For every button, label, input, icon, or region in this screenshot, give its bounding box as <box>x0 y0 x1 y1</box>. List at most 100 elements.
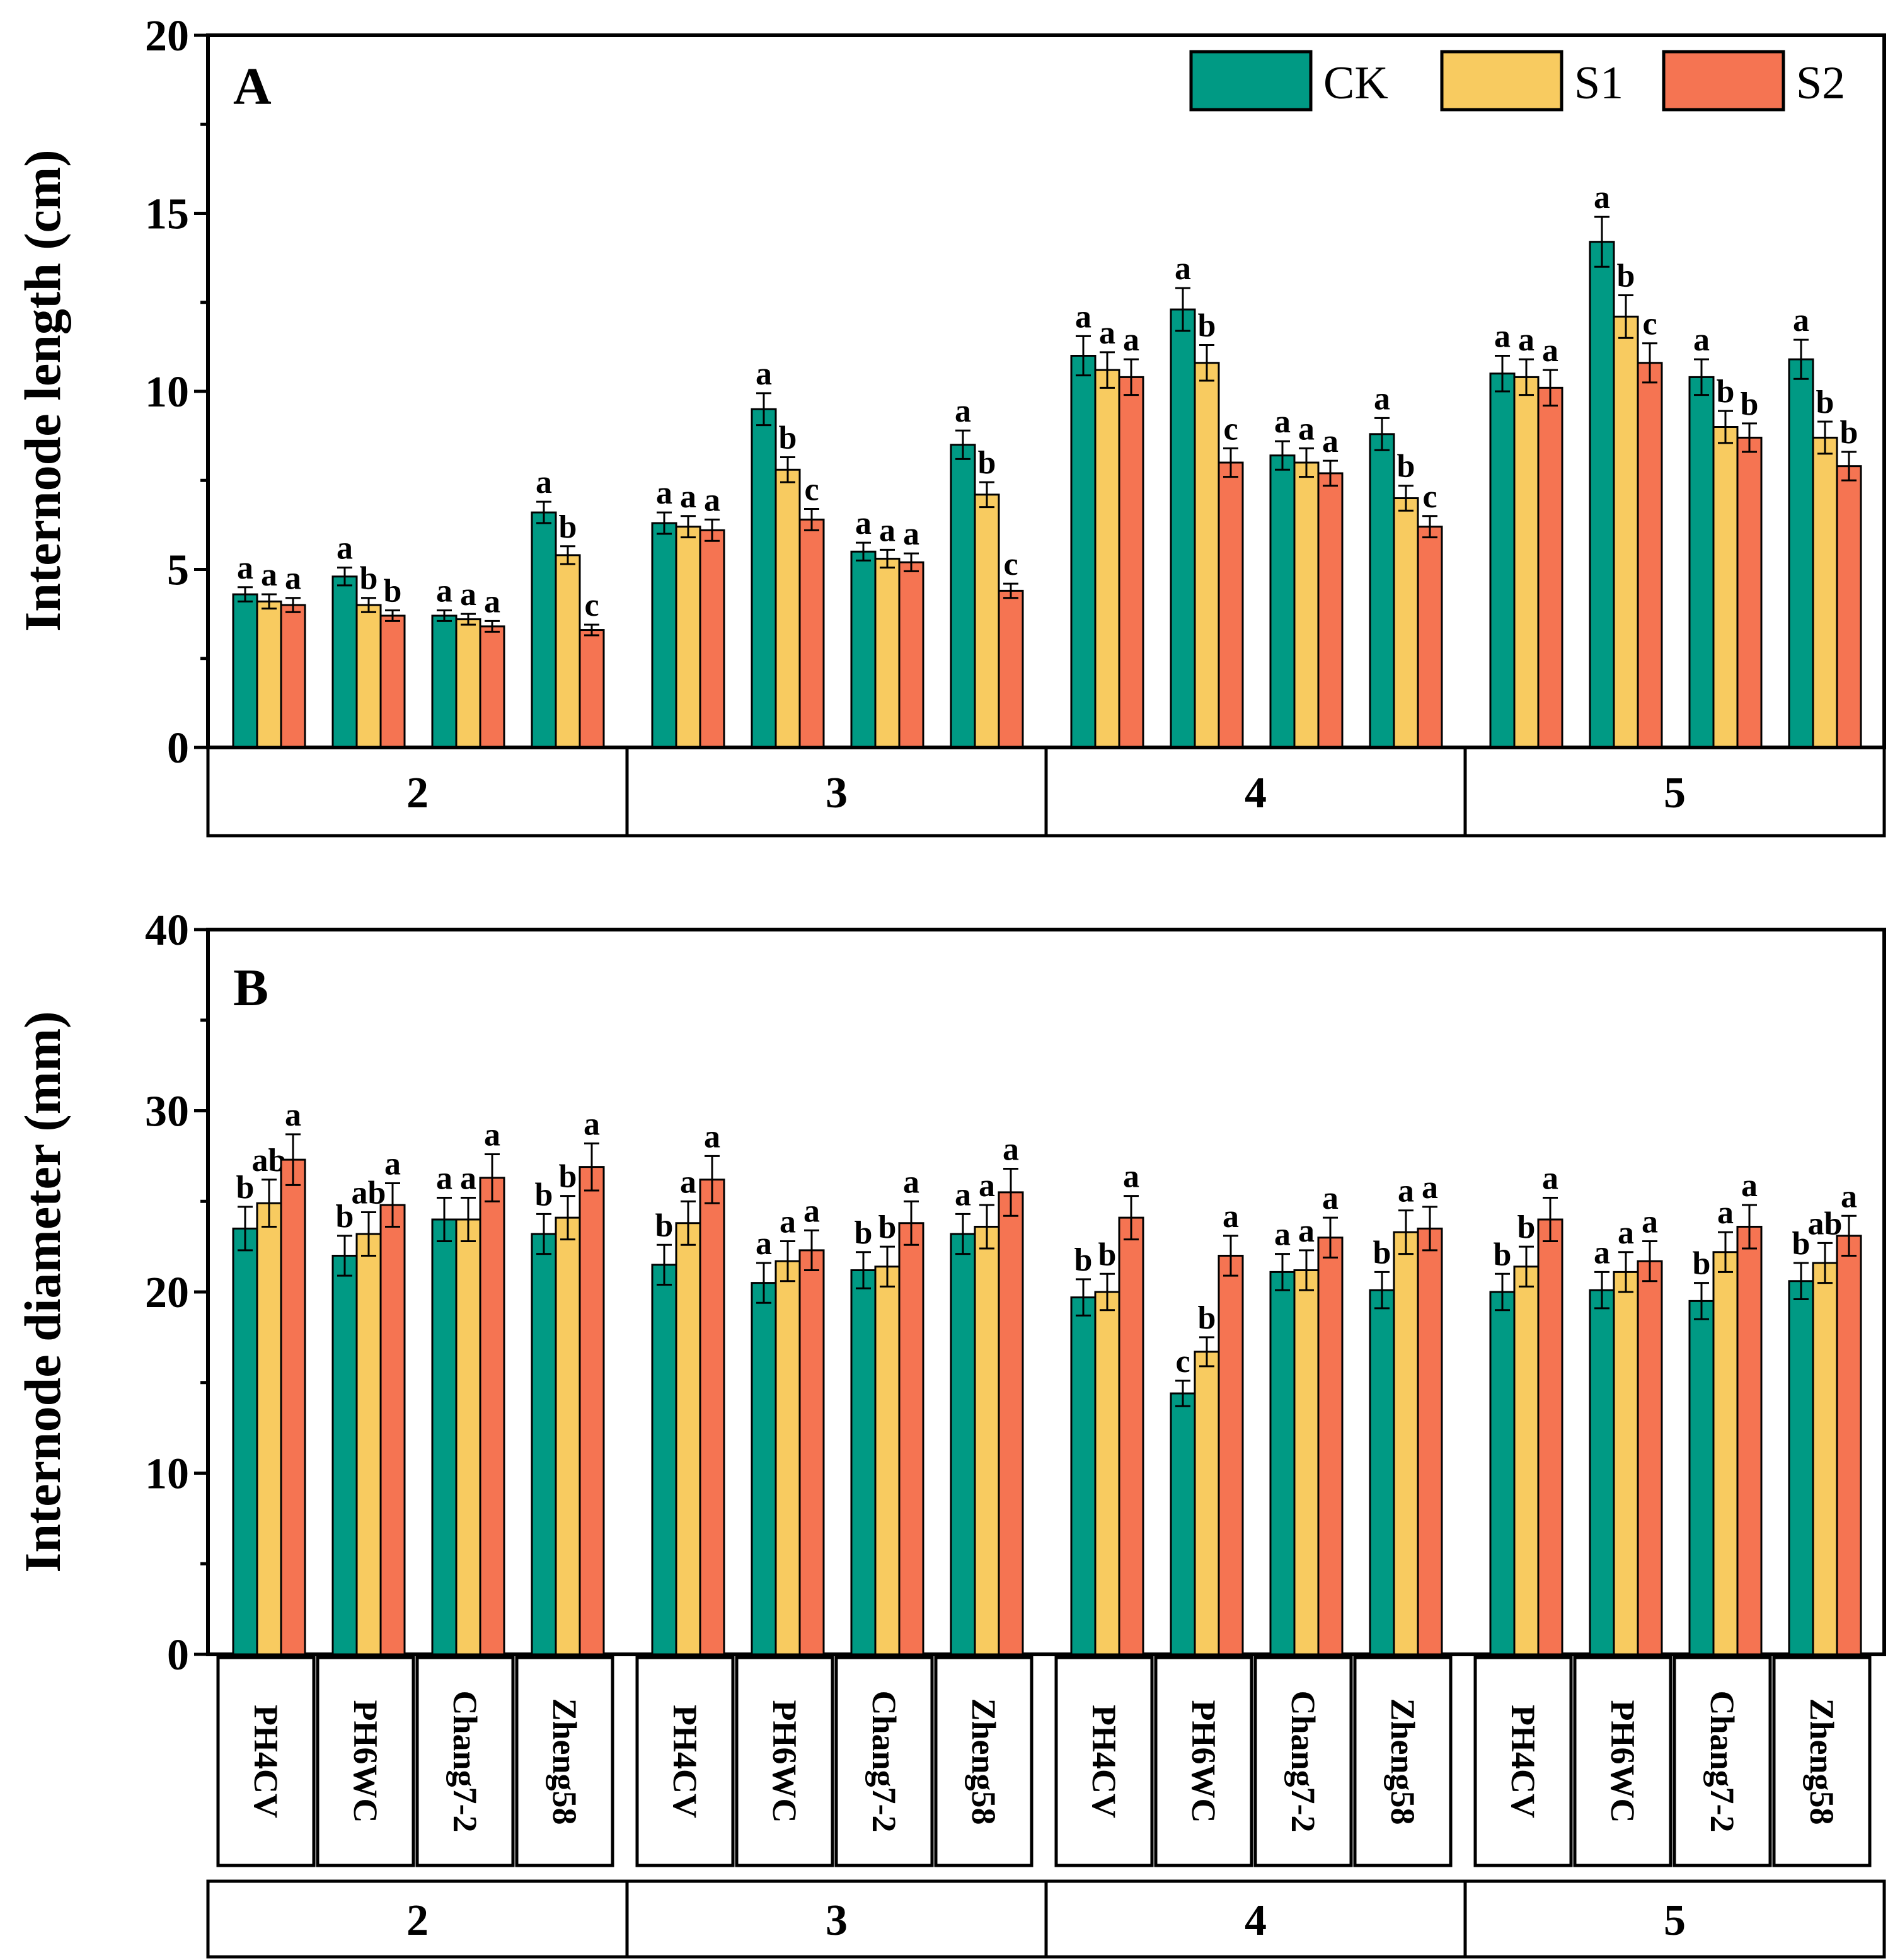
bar-s1-2-ph4cv <box>256 600 282 749</box>
significance-letter: a <box>955 1177 971 1213</box>
cultivar-label: PH4CV <box>1504 1705 1542 1818</box>
significance-letter: a <box>1274 1217 1291 1253</box>
group-label: 2 <box>406 1896 429 1945</box>
significance-letter: a <box>1642 1204 1658 1240</box>
significance-letter: b <box>779 420 797 456</box>
bar-s1-5-chang7-2 <box>1712 426 1739 749</box>
cultivar-box <box>415 1656 515 1867</box>
cultivar-label: Chang7-2 <box>1703 1690 1741 1832</box>
cultivar-box <box>1154 1656 1253 1867</box>
significance-letter: b <box>336 1199 354 1235</box>
cultivar-label: Zheng58 <box>1384 1698 1422 1825</box>
bar-ck-2-ph6wc <box>331 1255 358 1656</box>
legend-label-s2: S2 <box>1796 57 1845 109</box>
significance-letter: c <box>1003 546 1018 582</box>
legend-label-s1: S1 <box>1574 57 1623 109</box>
significance-letter: a <box>460 577 476 613</box>
bar-s2-4-zheng58 <box>1417 526 1443 749</box>
significance-letter: a <box>1322 424 1339 459</box>
bar-ck-3-zheng58 <box>950 444 976 749</box>
cultivar-box <box>1054 1656 1154 1867</box>
bar-ck-2-zheng58 <box>531 1233 557 1656</box>
group-label: 3 <box>826 1896 848 1945</box>
bar-ck-5-ph4cv <box>1489 1291 1516 1656</box>
cultivar-label: Chang7-2 <box>865 1690 903 1832</box>
group-label: 3 <box>826 769 848 817</box>
significance-letter: a <box>680 479 696 515</box>
significance-letter: b <box>1816 384 1834 420</box>
cultivar-label: PH6WC <box>1185 1700 1223 1823</box>
bar-s1-5-ph4cv <box>1513 1265 1540 1656</box>
significance-letter: a <box>237 550 253 586</box>
bar-s1-5-zheng58 <box>1812 1262 1838 1656</box>
cultivar-label: PH4CV <box>247 1705 285 1818</box>
significance-letter: a <box>1223 1199 1239 1235</box>
bar-s2-5-zheng58 <box>1836 1235 1862 1656</box>
cultivar-label: Zheng58 <box>965 1698 1003 1825</box>
significance-letter: b <box>1198 308 1216 344</box>
cultivar-label: Chang7-2 <box>1284 1690 1322 1832</box>
significance-letter: a <box>1618 1215 1634 1251</box>
bar-s1-2-chang7-2 <box>455 1218 481 1656</box>
bar-s1-3-ph4cv <box>675 526 701 749</box>
legend-swatch-ck <box>1189 50 1313 112</box>
significance-letter: a <box>1518 322 1534 358</box>
significance-letter: a <box>1693 322 1710 358</box>
bar-s2-3-zheng58 <box>998 1191 1024 1656</box>
significance-letter: a <box>1175 251 1191 287</box>
significance-letter: b <box>384 573 402 609</box>
bar-s2-5-ph6wc <box>1637 362 1663 749</box>
significance-letter: a <box>436 573 452 609</box>
cultivar-box <box>216 1656 316 1867</box>
significance-letter: a <box>680 1164 696 1200</box>
significance-letter: b <box>1397 449 1415 485</box>
bar-s2-2-chang7-2 <box>479 625 505 749</box>
bar-s2-4-ph6wc <box>1218 461 1244 749</box>
cultivar-box <box>635 1656 735 1867</box>
bar-s2-5-ph4cv <box>1537 1218 1563 1656</box>
cultivar-label: PH4CV <box>666 1705 704 1818</box>
significance-letter: a <box>1594 180 1610 216</box>
y-tick-label: 15 <box>145 190 189 239</box>
significance-letter: a <box>436 1161 452 1197</box>
bar-ck-4-zheng58 <box>1369 433 1395 749</box>
bar-ck-3-chang7-2 <box>850 550 877 749</box>
cultivar-label: PH6WC <box>347 1700 384 1823</box>
bar-s1-3-ph6wc <box>774 468 801 749</box>
significance-letter: b <box>236 1170 255 1206</box>
bar-s1-4-chang7-2 <box>1293 1269 1320 1656</box>
bar-ck-4-ph6wc <box>1170 1392 1196 1656</box>
significance-letter: a <box>1298 1213 1315 1249</box>
bar-s1-5-zheng58 <box>1812 436 1838 749</box>
bar-s2-2-ph6wc <box>379 1204 406 1656</box>
group-label: 4 <box>1245 769 1267 817</box>
significance-letter: b <box>978 445 996 481</box>
significance-letter: a <box>903 1164 919 1200</box>
significance-letter: c <box>804 471 819 507</box>
bar-s2-2-ph4cv <box>280 1158 306 1656</box>
significance-letter: b <box>1617 258 1635 294</box>
bar-ck-4-chang7-2 <box>1269 1271 1296 1656</box>
significance-letter: a <box>1398 1173 1414 1209</box>
cultivar-label: Zheng58 <box>546 1698 584 1825</box>
bar-s1-4-chang7-2 <box>1293 461 1320 749</box>
bar-s2-3-zheng58 <box>998 589 1024 749</box>
bar-ck-5-ph6wc <box>1589 241 1615 749</box>
cultivar-label: Zheng58 <box>1803 1698 1841 1825</box>
y-tick-label: 40 <box>145 906 189 955</box>
cultivar-box <box>934 1656 1033 1867</box>
bar-ck-4-ph4cv <box>1070 355 1097 749</box>
y-tick-label: 0 <box>167 1631 189 1680</box>
legend-swatch-s2 <box>1662 50 1785 112</box>
significance-letter: a <box>484 1117 500 1153</box>
significance-letter: b <box>1693 1246 1711 1282</box>
significance-letter: a <box>285 1097 301 1133</box>
bar-s1-4-zheng58 <box>1393 497 1419 749</box>
significance-letter: b <box>360 561 378 597</box>
significance-letter: a <box>1075 299 1091 335</box>
significance-letter: a <box>484 584 500 620</box>
significance-letter: a <box>1322 1180 1339 1216</box>
significance-letter: a <box>1099 315 1115 351</box>
cultivar-box <box>316 1656 415 1867</box>
